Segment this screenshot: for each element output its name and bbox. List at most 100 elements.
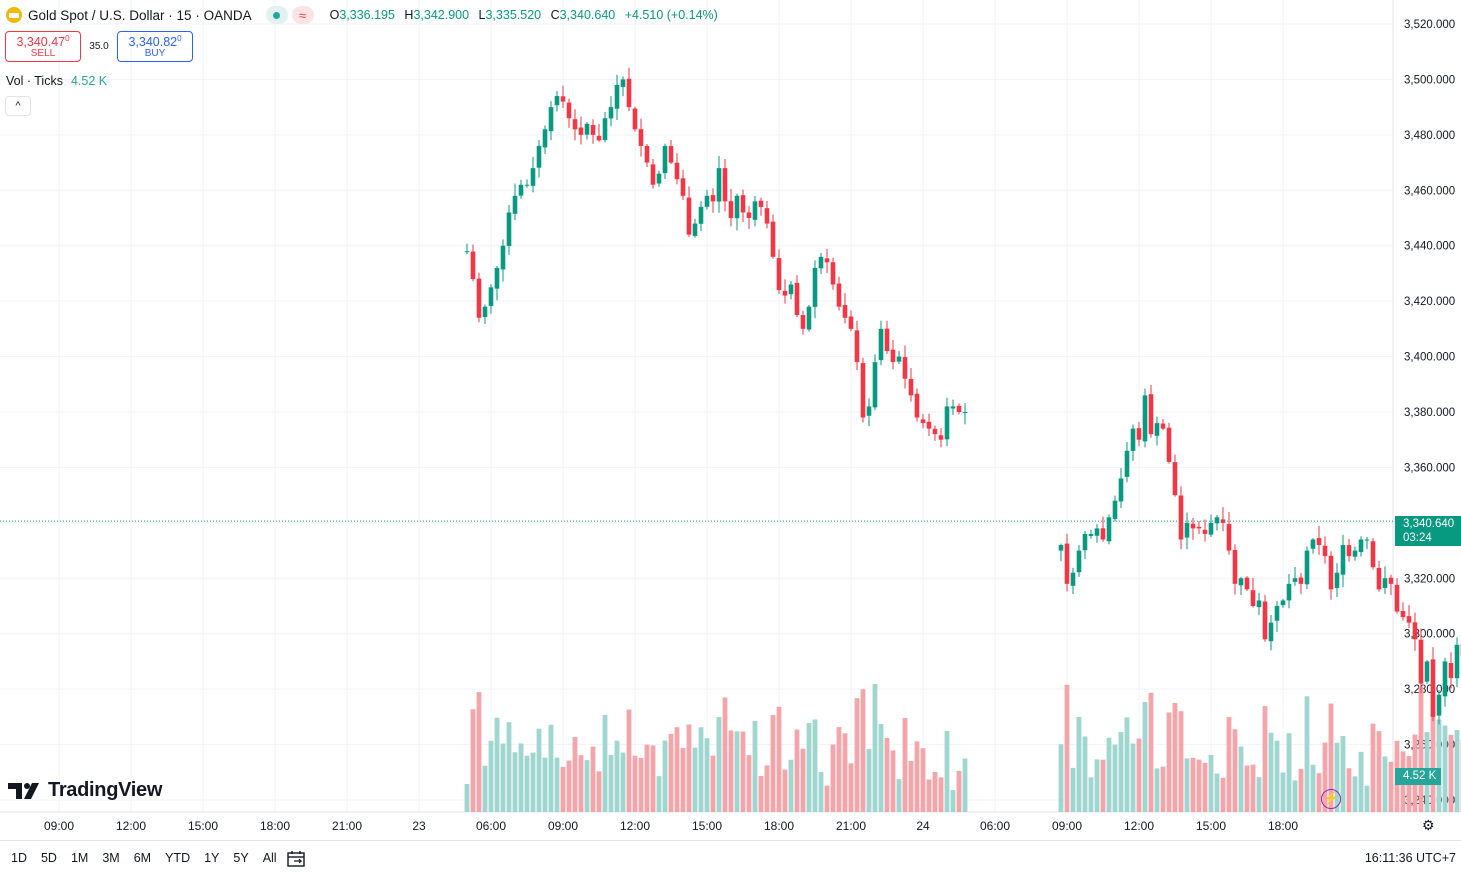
- low-value: 3,335.520: [485, 8, 541, 22]
- volume-bar: [1437, 719, 1442, 812]
- last-price-value: 3,340.640: [1403, 517, 1461, 531]
- candle-body: [609, 107, 614, 118]
- candle-body: [1431, 659, 1436, 716]
- range-3m[interactable]: 3M: [102, 851, 119, 865]
- volume-bar: [465, 784, 470, 812]
- candle-body: [627, 79, 632, 107]
- volume-bar: [951, 790, 956, 812]
- volume-bar: [549, 725, 554, 812]
- y-tick-label: 3,480.000: [1404, 130, 1455, 142]
- volume-bar: [645, 745, 650, 812]
- volume-bar: [783, 770, 788, 812]
- calendar-range-icon[interactable]: [287, 850, 307, 873]
- range-1m[interactable]: 1M: [71, 851, 88, 865]
- volume-bar: [1245, 766, 1250, 812]
- candle-body: [711, 195, 716, 201]
- x-tick-label: 06:00: [980, 819, 1010, 833]
- volume-bar: [1059, 744, 1064, 812]
- market-status-button[interactable]: [266, 6, 288, 24]
- candle-body: [1185, 523, 1190, 538]
- y-tick-label: 3,440.000: [1404, 241, 1455, 253]
- volume-bar: [771, 715, 776, 812]
- candle-body: [603, 118, 608, 140]
- buy-button[interactable]: 3,340.820 BUY: [117, 31, 193, 62]
- volume-bar: [1371, 724, 1376, 812]
- y-tick-label: 3,240.000: [1404, 795, 1455, 807]
- volume-bar: [831, 744, 836, 812]
- y-tick-label: 3,380.000: [1404, 407, 1455, 419]
- candle-body: [837, 284, 842, 307]
- clock-readout[interactable]: 16:11:36 UTC+7: [1365, 851, 1456, 865]
- gear-icon[interactable]: ⚙: [1422, 817, 1435, 834]
- buy-price-sup: 0: [177, 34, 181, 43]
- volume-bar: [819, 772, 824, 812]
- volume-bar: [1233, 729, 1238, 812]
- candle-body: [1215, 517, 1220, 523]
- volume-bar: [471, 709, 476, 812]
- range-5y[interactable]: 5Y: [233, 851, 248, 865]
- range-all[interactable]: All: [263, 851, 277, 865]
- collapse-legend-button[interactable]: ^: [5, 96, 31, 116]
- y-tick-label: 3,520.000: [1404, 19, 1455, 31]
- volume-bar: [1299, 769, 1304, 812]
- candle-body: [1071, 573, 1076, 586]
- volume-bar: [957, 771, 962, 812]
- volume-bar: [891, 750, 896, 812]
- data-source-button[interactable]: ≈: [292, 6, 314, 24]
- candle-body: [765, 208, 770, 223]
- candle-body: [729, 201, 734, 218]
- candle-body: [1347, 545, 1352, 556]
- candle-body: [1245, 578, 1250, 590]
- x-tick-label: 24: [916, 819, 930, 833]
- candle-body: [795, 283, 800, 315]
- candle-body: [621, 79, 626, 87]
- volume-bar: [765, 765, 770, 812]
- candle-body: [1455, 645, 1460, 678]
- candle-body: [1305, 551, 1310, 585]
- volume-bar: [1191, 758, 1196, 812]
- candle-body: [489, 287, 494, 306]
- volume-bar: [675, 727, 680, 812]
- volume-bar: [1119, 732, 1124, 812]
- y-tick-label: 3,400.000: [1404, 352, 1455, 364]
- candle-body: [579, 128, 584, 135]
- candle-body: [645, 146, 650, 163]
- volume-bar: [519, 743, 524, 812]
- candle-body: [525, 185, 530, 186]
- volume-bar: [1179, 711, 1184, 812]
- x-tick-label: 18:00: [260, 819, 290, 833]
- sell-button[interactable]: 3,340.470 SELL: [5, 31, 81, 62]
- volume-bar: [753, 721, 758, 812]
- bolt-icon[interactable]: ⚡: [1321, 789, 1341, 809]
- candle-body: [693, 224, 698, 236]
- candle-body: [1149, 394, 1154, 434]
- range-1d[interactable]: 1D: [11, 851, 27, 865]
- range-1y[interactable]: 1Y: [204, 851, 219, 865]
- candle-body: [1197, 527, 1202, 529]
- volume-bar: [1389, 762, 1394, 812]
- volume-bar: [1347, 768, 1352, 812]
- volume-bar: [1197, 760, 1202, 812]
- volume-bar: [1383, 757, 1388, 812]
- candle-body: [471, 251, 476, 278]
- spread-value: 35.0: [81, 41, 117, 52]
- candle-body: [465, 251, 470, 252]
- close-label: C: [551, 8, 560, 22]
- volume-bar: [1173, 703, 1178, 812]
- range-5d[interactable]: 5D: [41, 851, 57, 865]
- high-value: 3,342.900: [413, 8, 469, 22]
- symbol-title[interactable]: Gold Spot / U.S. Dollar · 15 · OANDA: [28, 8, 252, 23]
- candle-body: [1233, 550, 1238, 584]
- volume-bar: [627, 710, 632, 812]
- range-ytd[interactable]: YTD: [165, 851, 190, 865]
- volume-bar: [855, 698, 860, 812]
- range-buttons: 1D 5D 1M 3M 6M YTD 1Y 5Y All: [11, 851, 291, 865]
- volume-bar: [909, 761, 914, 812]
- volume-bar: [759, 776, 764, 812]
- tradingview-logo[interactable]: TradingView: [8, 779, 162, 802]
- volume-bar: [915, 741, 920, 812]
- candle-body: [1353, 551, 1358, 557]
- range-6m[interactable]: 6M: [134, 851, 151, 865]
